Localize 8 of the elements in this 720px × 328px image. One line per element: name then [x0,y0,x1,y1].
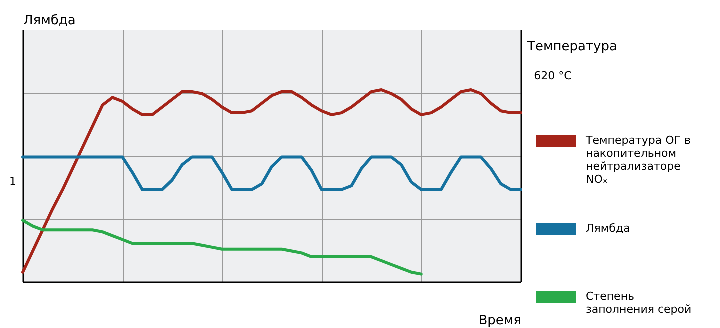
y-axis-title: Лямбда [24,14,76,28]
text: 1 [10,175,16,188]
text: 620 °C [534,70,572,83]
x-axis-title: Время [478,314,522,328]
legend-label: Лямбда [586,222,630,235]
y2-axis-title: Температура [526,40,618,54]
legend-label: Степень заполнения серой [586,290,692,316]
legend-label: Температура ОГ в накопительном нейтрализаторе NOₓ [585,134,691,186]
